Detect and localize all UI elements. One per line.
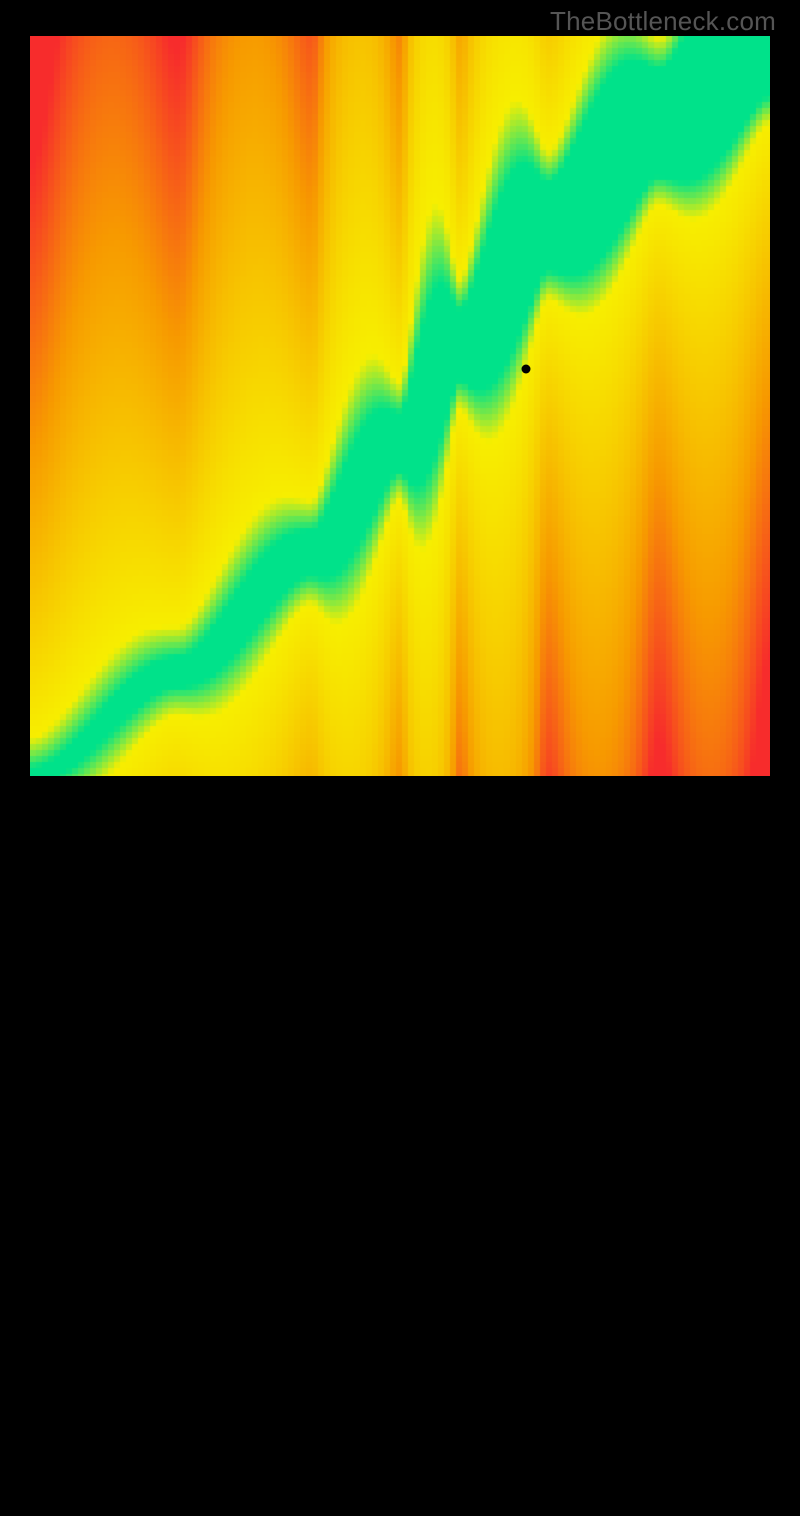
watermark-text: TheBottleneck.com bbox=[550, 6, 776, 37]
heatmap-canvas bbox=[30, 36, 770, 776]
outer-frame: TheBottleneck.com bbox=[0, 0, 800, 800]
crosshair-vertical-line bbox=[526, 776, 527, 1516]
plot-area bbox=[30, 36, 770, 776]
crosshair-horizontal-line bbox=[30, 1109, 770, 1110]
